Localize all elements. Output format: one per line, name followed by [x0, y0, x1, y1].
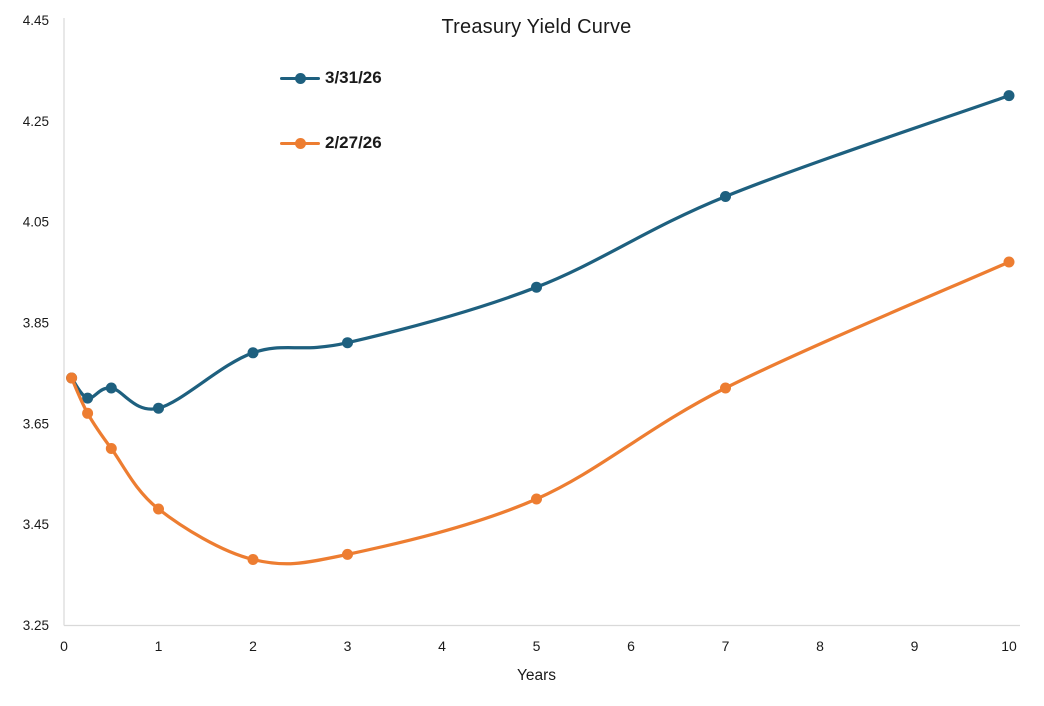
series-line-2/27/26	[69, 260, 1011, 566]
data-point-marker	[153, 402, 164, 414]
x-tick-label: 9	[911, 638, 919, 654]
y-tick-label: 3.85	[23, 316, 49, 331]
x-tick-label: 2	[249, 638, 257, 654]
data-point-marker	[66, 372, 78, 384]
x-tick-label: 4	[438, 638, 446, 654]
data-point-marker	[1003, 256, 1015, 268]
y-tick-label: 3.45	[23, 517, 49, 532]
data-point-marker	[342, 548, 353, 560]
data-point-marker	[105, 443, 117, 454]
y-tick-label: 4.25	[23, 114, 49, 129]
data-point-marker	[153, 503, 164, 515]
legend-item-3-31-26[interactable]: 3/31/26	[280, 67, 382, 89]
data-point-marker	[531, 493, 542, 505]
data-point-marker	[531, 281, 542, 293]
chart-title: Treasury Yield Curve	[441, 16, 632, 38]
data-point-marker	[720, 191, 731, 202]
data-point-marker	[1003, 90, 1015, 102]
y-tick-label: 4.05	[23, 215, 49, 230]
legend-line-marker-icon	[280, 132, 320, 154]
data-point-marker	[105, 382, 117, 394]
y-tick-label: 3.65	[23, 416, 49, 431]
y-tick-label: 3.25	[23, 618, 49, 633]
x-tick-label: 10	[1001, 638, 1017, 654]
x-tick-label: 0	[60, 638, 68, 654]
data-point-marker	[247, 554, 259, 565]
x-tick-label: 7	[722, 638, 730, 654]
legend-label: 3/31/26	[325, 68, 382, 87]
data-point-marker	[247, 347, 259, 359]
x-tick-label: 5	[533, 638, 541, 654]
x-tick-label: 6	[627, 638, 635, 654]
data-point-marker	[720, 382, 731, 394]
data-point-marker	[82, 392, 94, 404]
x-tick-label: 1	[155, 638, 163, 654]
x-tick-label: 8	[816, 638, 824, 654]
series-line-3/31/26	[69, 93, 1011, 411]
y-tick-label: 4.45	[23, 13, 49, 28]
x-axis-title: Years	[516, 667, 557, 684]
legend-label: 2/27/26	[325, 133, 382, 152]
data-point-marker	[82, 407, 94, 419]
legend-item-2-27-26[interactable]: 2/27/26	[280, 132, 382, 154]
data-point-marker	[342, 337, 353, 349]
x-tick-label: 3	[344, 638, 352, 654]
legend-line-marker-icon	[280, 67, 320, 89]
